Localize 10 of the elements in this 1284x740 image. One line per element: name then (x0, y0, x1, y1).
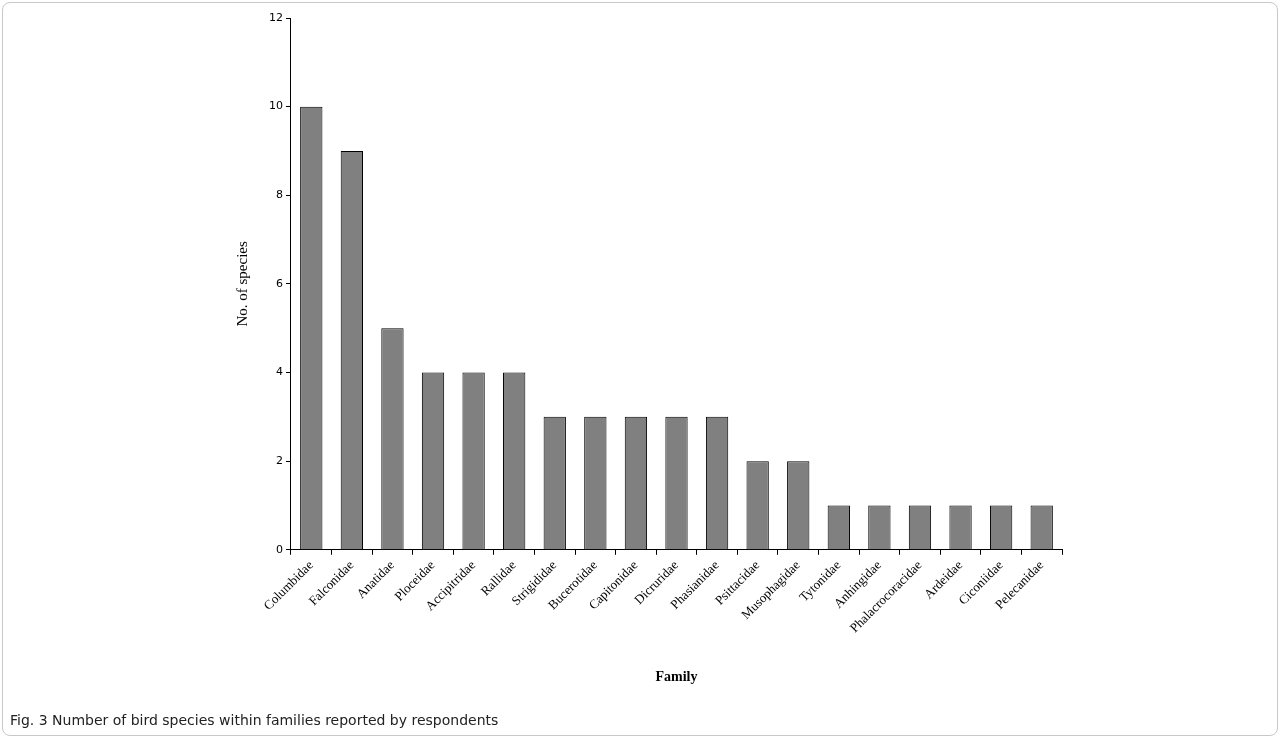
y-axis-title: No. of species (233, 241, 250, 327)
caption: Fig. 3 Number of bird species within families reported by respondents (10, 712, 499, 728)
x-axis-title: Family (655, 669, 698, 685)
y-tick-label: 12 (269, 10, 283, 24)
y-tick-label: 2 (276, 454, 283, 468)
y-tick-label: 8 (276, 188, 283, 202)
y-tick-label: 4 (276, 365, 283, 379)
y-tick-label: 6 (276, 276, 283, 290)
y-tick-label: 0 (276, 542, 283, 556)
y-tick-label: 10 (269, 99, 283, 113)
